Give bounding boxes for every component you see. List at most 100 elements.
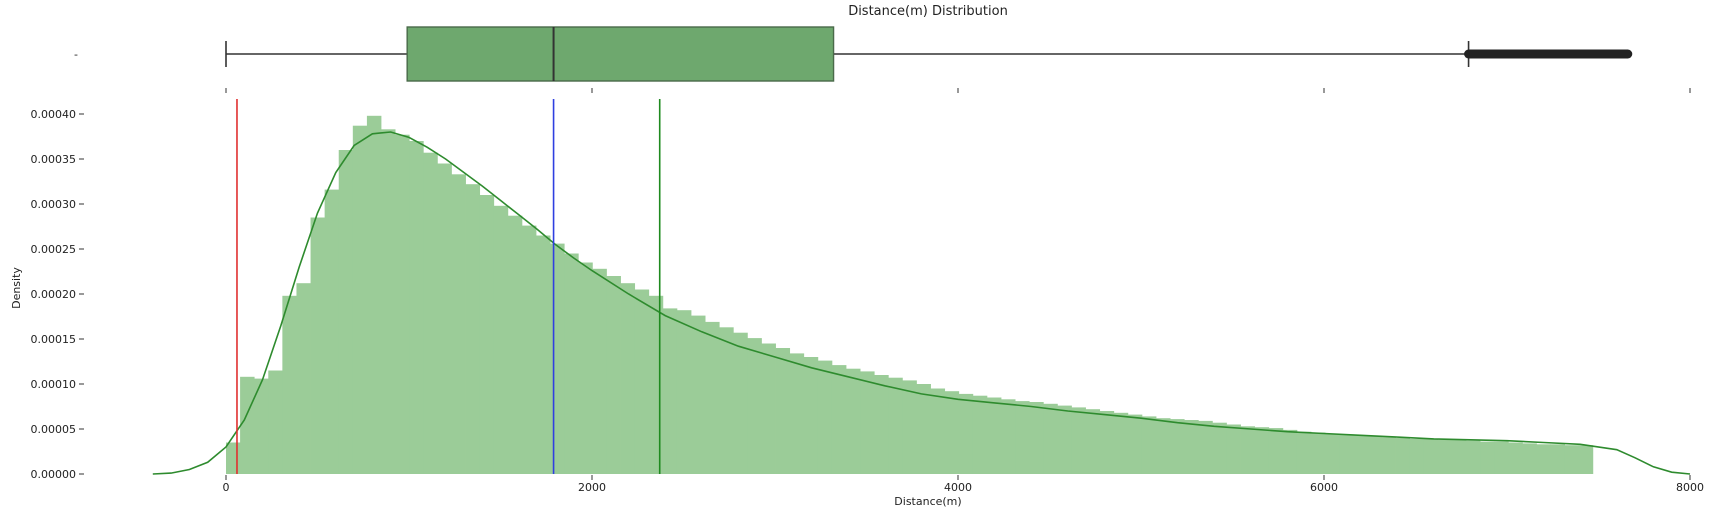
histogram-bar [606, 276, 621, 474]
histogram-bar [1029, 402, 1044, 474]
box-plot-panel: Distance(m) Distribution - [74, 4, 1691, 93]
histogram-bar [550, 243, 565, 474]
histogram-bar [240, 376, 255, 474]
histogram-bar [437, 163, 452, 474]
y-tick-label: 0.00025 [31, 243, 77, 256]
y-axis: 0.00000 0.00005 0.00010 0.00015 0.00020 0.000… [31, 108, 84, 481]
y-tick-label: 0.00000 [31, 468, 77, 481]
histogram-bar [409, 141, 424, 474]
histogram-bar [521, 225, 537, 474]
histogram-bar [1282, 429, 1298, 474]
histogram-bar [1536, 444, 1551, 474]
histogram-bar [1395, 438, 1411, 474]
histogram-bar [958, 393, 974, 474]
histogram-bar [676, 310, 692, 474]
histogram-bar [1015, 401, 1030, 474]
histogram-bar [536, 235, 551, 474]
y-axis-label: Density [10, 267, 23, 309]
histogram-bar [634, 289, 650, 474]
histogram-bar [1184, 420, 1199, 474]
histogram-bar [1466, 440, 1481, 474]
x-tick-label: 4000 [944, 481, 972, 494]
y-tick-label: 0.00005 [31, 423, 77, 436]
y-tick-label: 0.00010 [31, 378, 77, 391]
histogram-bar [395, 134, 410, 474]
histogram-bar [1451, 439, 1467, 474]
histogram-bar [268, 370, 283, 474]
y-tick-label: 0.00035 [31, 153, 77, 166]
x-tick-label: 2000 [578, 481, 606, 494]
histogram-bar [1085, 409, 1101, 474]
x-tick-label: 0 [223, 481, 230, 494]
histogram-bar [352, 125, 368, 474]
histogram-bar [648, 295, 664, 474]
histogram-bar [817, 360, 833, 474]
histogram-bar [381, 129, 396, 475]
histogram-bar [1043, 403, 1058, 474]
histogram-bar [1113, 412, 1129, 474]
histogram-bar [507, 215, 523, 474]
histogram-bar [944, 391, 960, 474]
histogram-bar [592, 268, 607, 474]
histogram-bar [1156, 418, 1171, 474]
histogram-bar [620, 283, 636, 474]
histogram-bar [578, 262, 593, 474]
histogram-bar [1494, 441, 1509, 474]
histogram-bar [451, 174, 466, 475]
figure-title: Distance(m) Distribution [848, 4, 1008, 19]
histogram-bar [1522, 443, 1537, 474]
histogram-bar [1141, 416, 1157, 474]
x-axis: 0 2000 4000 6000 8000 [223, 475, 1704, 494]
histogram-bar [1311, 432, 1326, 474]
x-axis-label: Distance(m) [894, 495, 961, 508]
histogram-bar [1480, 441, 1495, 474]
histogram-bar [803, 357, 819, 474]
histogram-bar [719, 327, 734, 474]
y-tick-label: 0.00020 [31, 288, 77, 301]
histogram-bar [1001, 399, 1016, 474]
histogram-bar [691, 315, 706, 474]
box-plot-ytick-label: - [74, 48, 78, 61]
histogram-bar [1268, 428, 1284, 474]
reference-lines [236, 99, 661, 474]
histogram-panel: 0.00000 0.00005 0.00010 0.00015 0.00020 0.000… [10, 99, 1704, 508]
histogram-bar [1578, 445, 1594, 474]
histogram-bar [1564, 445, 1580, 474]
histogram-bar [789, 353, 805, 474]
histogram-bar [874, 375, 889, 474]
histogram-bar [1437, 439, 1453, 474]
histogram-bar [860, 371, 875, 474]
x-tick-label: 6000 [1310, 481, 1338, 494]
histogram-bar [1381, 437, 1396, 474]
histogram-bar [761, 343, 776, 474]
histogram-bar [1071, 407, 1086, 474]
kde-curve [152, 131, 1691, 475]
histogram-bar [662, 308, 678, 474]
y-tick-label: 0.00030 [31, 198, 77, 211]
histogram-bar [1353, 435, 1368, 474]
histogram-bar [366, 115, 382, 475]
histogram-bar [846, 368, 861, 474]
box-plot-x-ticks [225, 88, 1691, 93]
histogram-bar [1367, 436, 1382, 474]
box-plot [225, 26, 1633, 82]
histogram-bar [1508, 442, 1523, 474]
histogram-bar [1550, 444, 1566, 474]
histogram-bar [1325, 433, 1340, 474]
histogram-bar [1057, 405, 1072, 474]
histogram-bar [1212, 422, 1227, 474]
histogram-bar [465, 184, 481, 474]
histogram-bar [1170, 419, 1185, 474]
x-tick-label: 8000 [1676, 481, 1704, 494]
y-tick-label: 0.00015 [31, 333, 77, 346]
histogram-bar [1409, 438, 1425, 474]
histogram-bar [916, 384, 931, 474]
histogram-bar [1254, 427, 1270, 474]
histogram-bar [930, 388, 946, 474]
histogram-bar [986, 397, 1002, 474]
histogram-bar [254, 378, 269, 474]
histogram-bar [1423, 438, 1439, 474]
histogram-bar [564, 253, 579, 474]
histogram-bar [338, 150, 354, 474]
